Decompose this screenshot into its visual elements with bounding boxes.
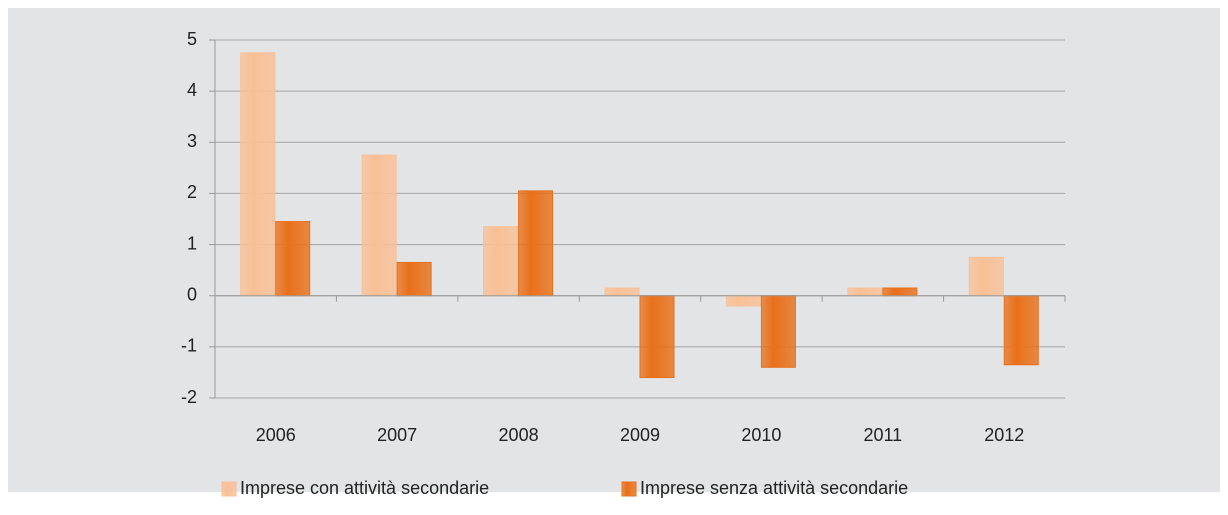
x-tick-label: 2009 [620, 425, 660, 445]
chart-background [8, 8, 1220, 492]
bar [639, 295, 675, 379]
y-tick-label: 4 [187, 80, 197, 100]
bar [725, 295, 761, 307]
legend-label: Imprese con attività secondarie [240, 478, 489, 498]
bar [847, 287, 883, 297]
y-tick-label: -2 [181, 387, 197, 407]
legend-swatch [221, 481, 237, 497]
bar [968, 256, 1004, 297]
bar [240, 52, 276, 297]
bar [396, 261, 432, 297]
x-tick-label: 2007 [377, 425, 417, 445]
x-tick-label: 2008 [499, 425, 539, 445]
legend-label: Imprese senza attività secondarie [640, 478, 908, 498]
bar [275, 221, 311, 297]
y-tick-label: -1 [181, 336, 197, 356]
bar [483, 226, 519, 297]
y-tick-label: 1 [187, 233, 197, 253]
bar [882, 287, 918, 297]
legend-swatch [621, 481, 637, 497]
x-tick-label: 2006 [256, 425, 296, 445]
bar [1003, 295, 1039, 366]
bar [604, 287, 640, 297]
bar [760, 295, 796, 368]
x-tick-label: 2010 [741, 425, 781, 445]
y-tick-label: 0 [187, 284, 197, 304]
bar [518, 190, 554, 297]
y-tick-label: 2 [187, 182, 197, 202]
x-tick-label: 2012 [984, 425, 1024, 445]
y-tick-label: 5 [187, 29, 197, 49]
bar [361, 154, 397, 297]
x-tick-label: 2011 [863, 425, 902, 445]
y-tick-label: 3 [187, 131, 197, 151]
